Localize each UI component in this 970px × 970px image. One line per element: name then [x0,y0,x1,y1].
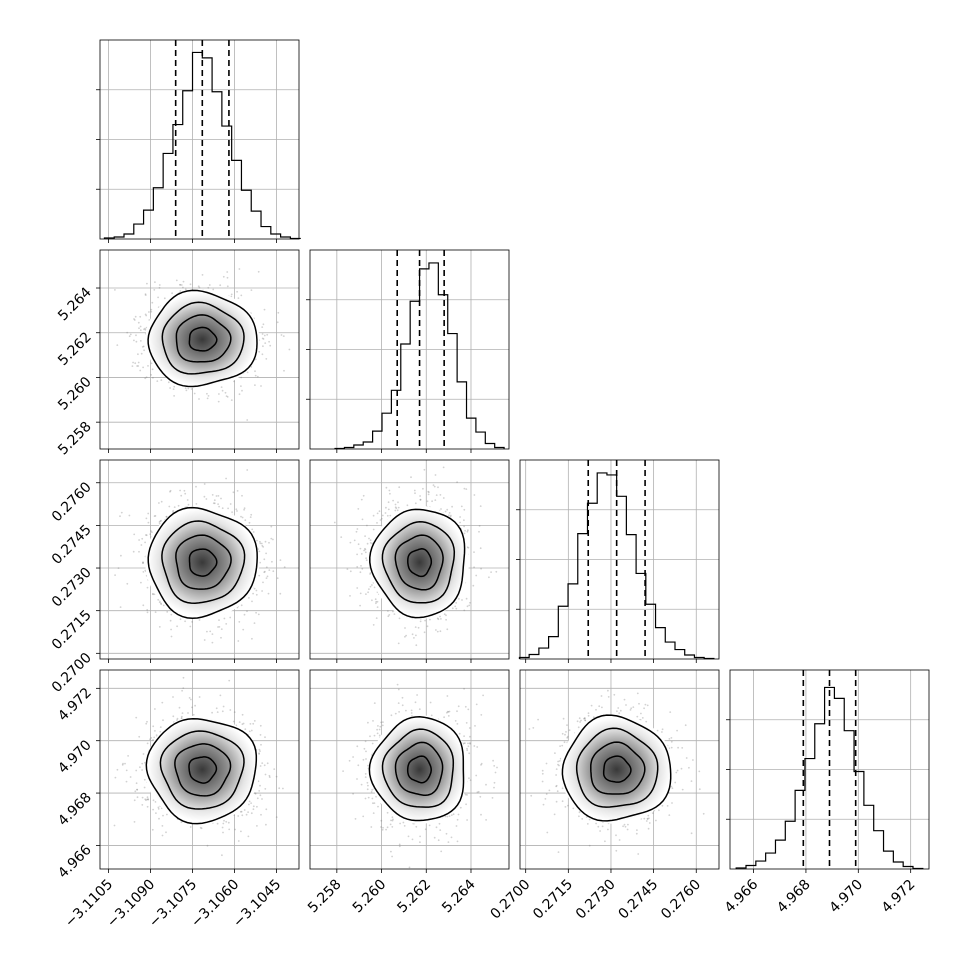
ytick-label-1-1: 5.260 [55,374,95,414]
panel-2-0 [96,459,300,663]
panel-2-2 [516,459,720,663]
ytick-label-3-1: 4.968 [55,790,95,830]
axes-frame-3-3 [729,669,930,870]
panel-3-3 [726,669,930,873]
panel-2-1 [309,459,510,663]
panel-1-1 [306,249,510,453]
xtick-label-2-0: 0.2700 [488,877,534,923]
axes-frame-0-0 [99,39,300,240]
contour-3-2-2 [575,727,659,808]
axes-frame-1-1 [309,249,510,450]
axes-frame-3-0 [99,669,300,870]
panel-3-1 [309,669,510,873]
xtick-label-2-3: 0.2745 [615,877,661,923]
contour-1-0-2 [161,301,245,375]
panel-0-0 [96,39,301,243]
contour-3-0-0 [188,756,218,784]
ytick-label-2-4: 0.2760 [49,479,95,525]
contour-1-0-0 [188,326,218,352]
contour-3-1-1 [394,741,444,796]
contour-2-0-2 [161,520,246,604]
axes-frame-2-2 [519,459,720,660]
density-shading-2-0 [147,508,257,617]
contour-3-1-3 [368,716,465,822]
ytick-label-2-1: 0.2715 [49,607,95,653]
contour-2-1-3 [369,508,466,619]
xtick-label-3-3: 4.972 [879,877,919,917]
contour-2-1-2 [381,521,456,604]
density-shading-3-0 [147,717,257,822]
xtick-label-1-2: 5.262 [394,877,434,917]
contour-3-2-3 [561,714,672,822]
contour-2-0-3 [147,506,258,620]
contour-2-0-0 [188,548,218,577]
axes-frame-2-0 [99,459,300,660]
panel-3-2 [519,669,720,873]
ytick-label-3-0: 4.966 [55,842,95,882]
xtick-label-2-4: 0.2760 [658,877,704,923]
contour-2-1-0 [407,548,433,578]
contour-3-0-3 [145,717,258,825]
xtick-label-1-3: 5.264 [439,876,479,916]
panel-3-0 [96,669,300,873]
histogram-step-3 [735,686,924,870]
axes-frame-3-1 [309,669,510,870]
xtick-label-3-2: 4.970 [826,877,866,917]
xtick-label-3-0: 4.966 [722,876,762,916]
contour-3-1-0 [406,755,432,784]
panel-1-0 [96,249,300,453]
ytick-label-2-3: 0.2745 [49,522,95,568]
xtick-label-2-1: 0.2715 [530,877,576,923]
axes-frame-1-0 [99,249,300,450]
ytick-label-3-2: 4.970 [55,737,95,777]
axes-frame-3-2 [519,669,720,870]
contour-2-1-1 [394,534,444,591]
contour-3-2-0 [602,755,632,783]
contour-1-0-1 [175,314,232,363]
xtick-label-3-1: 4.968 [774,877,814,917]
xtick-label-2-2: 0.2730 [573,877,619,923]
contour-3-0-2 [159,730,245,810]
ytick-label-1-3: 5.264 [55,284,95,324]
contour-3-2-1 [590,741,646,795]
ytick-label-1-0: 5.258 [55,419,95,459]
axes-frame-2-1 [309,459,510,660]
ytick-label-1-2: 5.262 [55,329,95,369]
contour-1-0-3 [147,289,258,388]
ytick-label-2-0: 0.2700 [49,650,95,696]
xtick-label-1-1: 5.260 [350,877,390,917]
xtick-label-1-0: 5.258 [305,877,345,917]
contour-3-1-2 [381,728,455,808]
density-shading-2-1 [372,508,467,617]
contour-2-0-1 [175,534,232,590]
contour-3-0-1 [174,743,232,797]
ytick-label-2-2: 0.2730 [49,565,95,611]
